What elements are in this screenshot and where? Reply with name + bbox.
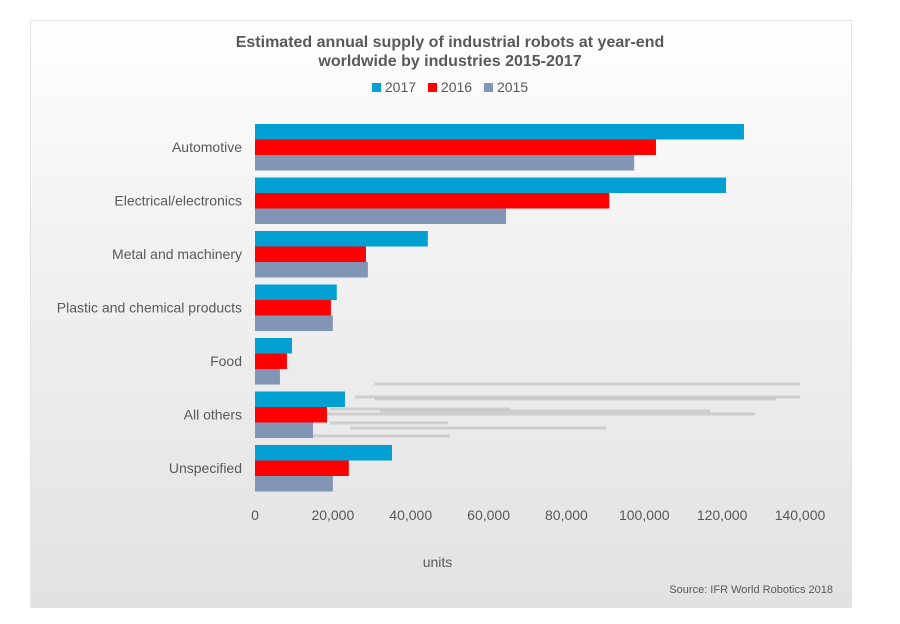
bar-2017-plastic-and-chemical-products	[255, 284, 337, 300]
category-label: Electrical/electronics	[114, 193, 242, 209]
bar-2015-food	[255, 369, 280, 385]
bar-2015-plastic-and-chemical-products	[255, 315, 333, 331]
category-label: Unspecified	[169, 460, 242, 476]
x-tick-label: 20,000	[311, 507, 354, 523]
legend-label: 2016	[440, 79, 473, 95]
bar-2015-metal-and-machinery	[255, 262, 368, 278]
bar-2017-all-others	[255, 391, 345, 407]
x-tick-label: 40,000	[389, 507, 432, 523]
chart-card	[30, 20, 852, 608]
legend-item-2017: 2017	[371, 79, 417, 95]
x-tick-label: 80,000	[545, 507, 588, 523]
bar-2016-metal-and-machinery	[255, 246, 366, 262]
legend-swatch	[483, 83, 493, 92]
source-note: Source: IFR World Robotics 2018	[669, 584, 833, 596]
bar-2016-electrical-electronics	[255, 193, 610, 209]
bar-2015-unspecified	[255, 476, 333, 492]
bar-2015-all-others	[255, 422, 314, 438]
x-tick-label: 0	[251, 507, 259, 523]
bar-2017-unspecified	[255, 445, 393, 461]
bar-2016-food	[255, 353, 287, 369]
x-tick-label: 60,000	[467, 507, 510, 523]
category-label: Automotive	[172, 139, 242, 155]
bar-2016-all-others	[255, 407, 328, 423]
bar-2017-electrical-electronics	[255, 177, 727, 193]
chart-title: Estimated annual supply of industrial ro…	[0, 33, 900, 71]
legend-label: 2017	[384, 79, 417, 95]
bar-2016-plastic-and-chemical-products	[255, 300, 331, 316]
x-tick-label: 120,000	[697, 507, 748, 523]
legend-item-2015: 2015	[483, 79, 529, 95]
bar-2016-automotive	[255, 139, 656, 155]
legend-swatch	[371, 83, 381, 92]
bar-2017-food	[255, 338, 292, 354]
x-tick-label: 140,000	[775, 507, 826, 523]
category-label: Plastic and chemical products	[57, 300, 242, 316]
legend: 2017 2016 2015	[0, 79, 900, 95]
bar-2015-electrical-electronics	[255, 208, 507, 224]
bar-2015-automotive	[255, 155, 635, 171]
category-label: All others	[184, 407, 242, 423]
title-line-2: worldwide by industries 2015-2017	[318, 53, 582, 70]
category-label: Metal and machinery	[112, 246, 242, 262]
bar-2016-unspecified	[255, 460, 349, 476]
legend-label: 2015	[496, 79, 529, 95]
x-tick-label: 100,000	[619, 507, 670, 523]
x-axis-label: units	[422, 554, 453, 570]
legend-item-2016: 2016	[427, 79, 473, 95]
bar-2017-metal-and-machinery	[255, 231, 428, 247]
category-label: Food	[210, 353, 242, 369]
legend-swatch	[427, 83, 437, 92]
bar-2017-automotive	[255, 124, 744, 140]
title-line-1: Estimated annual supply of industrial ro…	[235, 34, 665, 51]
